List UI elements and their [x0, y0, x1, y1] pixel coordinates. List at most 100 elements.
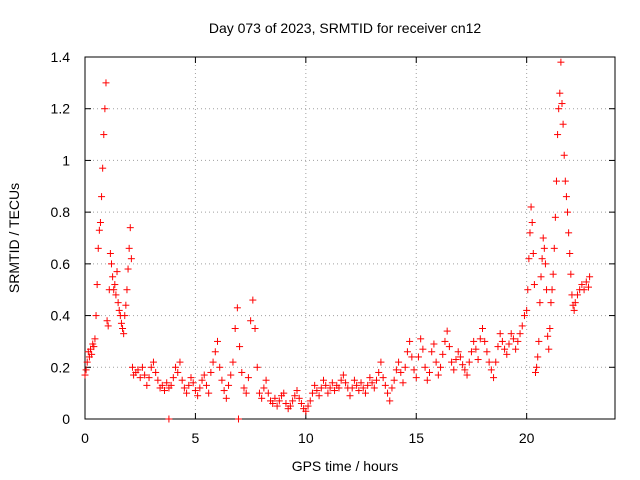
data-point [273, 402, 281, 410]
data-point [120, 330, 128, 338]
data-point [117, 319, 125, 327]
data-point [461, 366, 469, 374]
data-point [479, 325, 486, 332]
data-point [428, 348, 436, 356]
data-point [126, 224, 134, 232]
data-point [311, 381, 319, 389]
data-point [408, 353, 416, 361]
y-axis-label: SRMTID / TECUs [6, 183, 22, 293]
data-point [92, 312, 100, 320]
data-point [412, 374, 420, 382]
data-point [507, 330, 515, 338]
data-point [377, 358, 385, 366]
data-point [93, 281, 101, 289]
data-point [536, 299, 544, 307]
data-point [550, 244, 558, 252]
data-point [379, 374, 387, 382]
data-point [582, 278, 590, 286]
data-point [149, 358, 157, 366]
data-point [178, 376, 186, 384]
data-point [275, 397, 283, 405]
data-point [549, 270, 557, 278]
data-point [121, 312, 129, 320]
data-point [141, 371, 149, 379]
data-point [242, 389, 250, 397]
data-point [580, 286, 588, 294]
data-point [414, 353, 422, 361]
data-point [558, 100, 566, 108]
data-point [401, 363, 409, 371]
data-point [88, 350, 96, 358]
data-point [169, 374, 177, 382]
data-point [571, 299, 579, 307]
data-point [430, 340, 438, 348]
data-point [492, 358, 500, 366]
data-point [262, 376, 270, 384]
data-point [364, 381, 372, 389]
data-point [280, 389, 288, 397]
data-point [552, 177, 560, 185]
data-point [512, 345, 520, 353]
data-point [185, 381, 193, 389]
data-point [147, 363, 155, 371]
x-tick-label: 10 [298, 430, 314, 446]
data-point [434, 371, 442, 379]
data-point [535, 337, 543, 345]
data-point [520, 312, 528, 320]
data-point [494, 343, 502, 351]
data-point [386, 397, 394, 405]
data-point [122, 301, 130, 309]
data-point [258, 394, 266, 402]
data-point [286, 402, 294, 410]
data-point [102, 79, 110, 87]
data-point [537, 273, 545, 281]
data-point [335, 384, 343, 392]
data-point [545, 345, 553, 353]
data-point [472, 345, 480, 353]
data-point [573, 291, 581, 299]
data-point [304, 402, 312, 410]
data-point [373, 376, 380, 384]
data-point [222, 394, 230, 402]
data-point [384, 389, 392, 397]
data-point [128, 363, 136, 371]
data-point [255, 389, 263, 397]
data-point [143, 381, 151, 389]
data-point [315, 392, 323, 400]
data-point [450, 366, 458, 374]
data-point [297, 399, 305, 407]
data-point [271, 394, 279, 402]
x-tick-label: 20 [519, 430, 535, 446]
data-point [476, 335, 484, 343]
y-tick-label: 0.8 [51, 204, 71, 220]
y-tick-label: 1 [62, 152, 70, 168]
data-point [443, 327, 451, 335]
data-point [423, 376, 431, 384]
data-point [565, 229, 573, 237]
data-point [326, 384, 334, 392]
x-tick-label: 0 [81, 430, 89, 446]
data-point [437, 363, 445, 371]
data-point [528, 218, 536, 226]
data-point [339, 371, 347, 379]
y-tick-label: 1.2 [51, 101, 71, 117]
data-point [194, 392, 202, 400]
data-point [308, 389, 316, 397]
data-point [94, 244, 102, 252]
data-point [337, 376, 345, 384]
data-point [167, 381, 175, 389]
data-point [127, 255, 135, 263]
data-point [525, 255, 533, 263]
y-tick-label: 0.2 [51, 359, 71, 375]
data-point [229, 358, 237, 366]
data-point [211, 348, 219, 356]
data-point [225, 381, 233, 389]
data-point [191, 387, 199, 395]
data-point [207, 368, 215, 376]
data-point [421, 363, 429, 371]
data-point [233, 304, 241, 312]
data-point [526, 229, 534, 237]
data-point [238, 368, 246, 376]
data-point [346, 392, 354, 400]
